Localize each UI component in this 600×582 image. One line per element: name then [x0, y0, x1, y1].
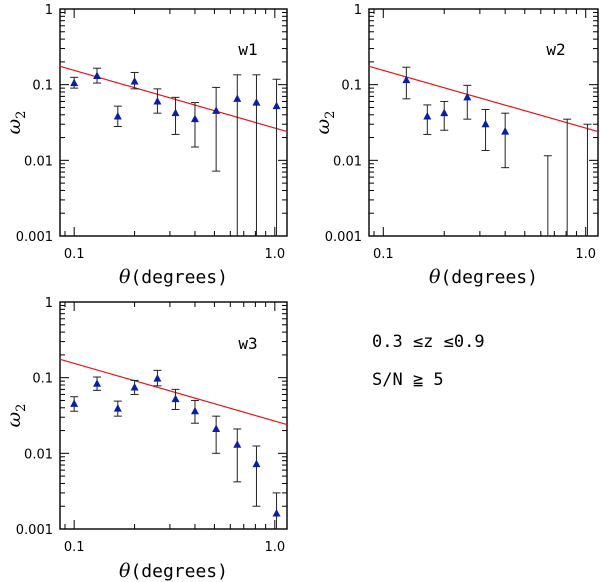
y-tick-label: 0.1 — [341, 79, 362, 94]
y-tick-label: 0.01 — [24, 154, 53, 169]
data-point-marker — [130, 383, 139, 391]
y-axis-symbol: ω — [3, 119, 25, 135]
panel-label: w2 — [546, 40, 565, 59]
y-tick-label: 0.001 — [16, 523, 53, 538]
data-point-marker — [423, 111, 432, 120]
data-point-marker — [153, 374, 162, 382]
x-tick-label: 1.0 — [264, 540, 285, 555]
data-point-marker — [272, 509, 281, 517]
x-tick-label: 1.0 — [264, 247, 285, 262]
y-axis-subscript: 2 — [323, 111, 338, 119]
data-point-marker — [113, 404, 122, 412]
x-tick-label: 0.1 — [373, 247, 394, 262]
data-point-marker — [233, 440, 242, 448]
minor-ticks — [369, 9, 598, 237]
y-tick-label: 1 — [45, 3, 53, 18]
y-tick-label: 0.01 — [24, 447, 53, 462]
fit-line — [59, 65, 288, 133]
x-axis-label: θ(degrees) — [119, 560, 228, 582]
data-point-marker — [501, 127, 510, 135]
y-axis-label: ω2 — [3, 404, 29, 428]
minor-ticks — [60, 9, 287, 237]
y-tick-label: 0.001 — [16, 230, 53, 245]
x-axis-label: θ(degrees) — [429, 266, 538, 288]
data-point-marker — [93, 379, 102, 387]
minor-ticks — [60, 302, 287, 530]
x-axis-symbol: θ — [119, 266, 131, 288]
x-tick-label: 0.1 — [64, 247, 85, 262]
y-axis-label: ω2 — [3, 111, 29, 135]
y-tick-label: 0.01 — [333, 154, 362, 169]
data-point-marker — [70, 78, 79, 87]
sn-cut-note: S/N ≧ 5 — [372, 370, 444, 390]
y-axis-subscript: 2 — [14, 404, 29, 412]
panel-w2: 0.001 0.01 0.1 1 0.1 1.0 θ(degrees) ω2 w2 — [312, 3, 599, 288]
data-point-marker — [171, 394, 180, 403]
data-point-marker — [70, 399, 79, 407]
data-point-marker — [171, 108, 180, 117]
x-axis-text: (degrees) — [130, 561, 228, 582]
plot-frame — [59, 8, 288, 237]
y-tick-label: 0.001 — [325, 230, 362, 245]
x-axis-text: (degrees) — [130, 267, 228, 288]
y-axis-symbol: ω — [312, 119, 334, 135]
x-axis-label: θ(degrees) — [119, 266, 228, 288]
fit-line — [59, 358, 288, 426]
y-tick-label: 1 — [45, 296, 53, 311]
data-point-marker — [481, 119, 490, 128]
panel-w3: 0.001 0.01 0.1 1 0.1 1.0 θ(degrees) ω2 w3 — [3, 296, 288, 582]
data-point-marker — [402, 75, 411, 84]
data-point-marker — [212, 424, 221, 432]
data-point-marker — [252, 459, 261, 468]
x-tick-label: 0.1 — [64, 540, 85, 555]
data-point-marker — [272, 101, 281, 110]
data-point-marker — [233, 94, 242, 102]
redshift-range-note: 0.3 ≤z ≤0.9 — [372, 332, 485, 352]
data-point-marker — [153, 96, 162, 105]
y-axis-label: ω2 — [312, 111, 338, 135]
panel-label: w3 — [238, 334, 257, 353]
x-axis-symbol: θ — [429, 266, 441, 288]
y-tick-label: 1 — [354, 3, 362, 18]
data-point-marker — [252, 98, 261, 106]
y-tick-label: 0.1 — [32, 372, 53, 387]
x-axis-text: (degrees) — [440, 267, 538, 288]
data-point-marker — [190, 114, 199, 123]
plot-frame — [59, 301, 288, 530]
panel-label: w1 — [238, 40, 257, 59]
data-point-marker — [463, 92, 472, 101]
data-point-marker — [130, 77, 139, 85]
y-axis-symbol: ω — [3, 412, 25, 428]
y-tick-label: 0.1 — [32, 79, 53, 94]
data-point-marker — [113, 111, 122, 120]
data-point-marker — [212, 106, 221, 114]
y-axis-subscript: 2 — [14, 111, 29, 119]
data-point-marker — [93, 71, 102, 80]
panel-w1: 0.001 0.01 0.1 1 0.1 1.0 θ(degrees) ω2 w1 — [3, 3, 288, 288]
data-point-marker — [440, 108, 449, 117]
x-tick-label: 1.0 — [575, 247, 596, 262]
plot-frame — [368, 8, 599, 237]
data-point-marker — [190, 406, 199, 415]
x-axis-symbol: θ — [119, 560, 131, 582]
